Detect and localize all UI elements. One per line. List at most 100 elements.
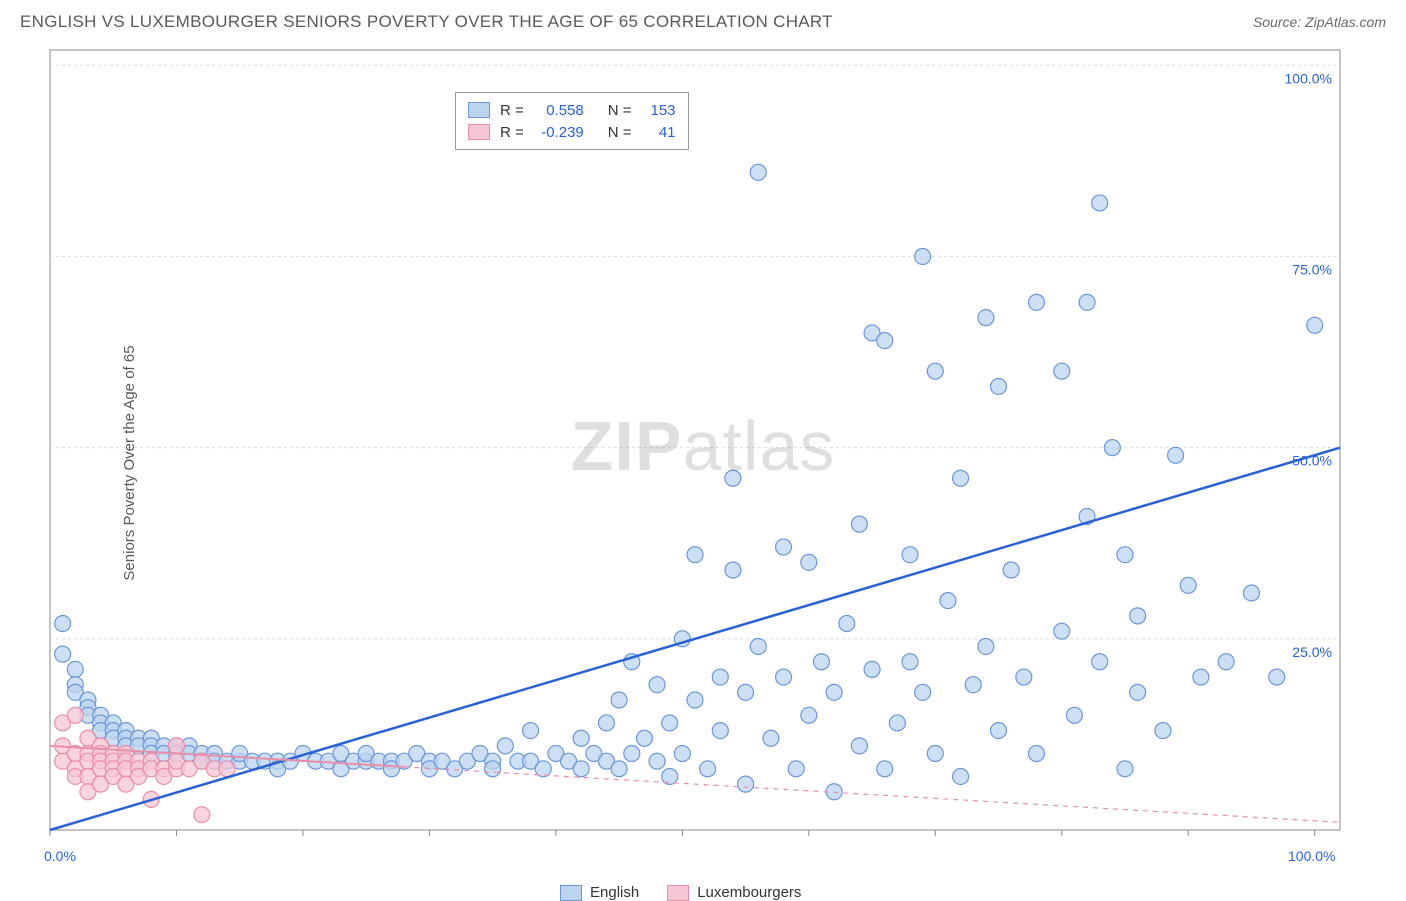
- data-point: [1168, 447, 1184, 463]
- data-point: [1243, 585, 1259, 601]
- data-point: [1130, 608, 1146, 624]
- source-name: ZipAtlas.com: [1305, 14, 1386, 30]
- data-point: [1117, 761, 1133, 777]
- data-point: [523, 723, 539, 739]
- data-point: [738, 684, 754, 700]
- data-point: [738, 776, 754, 792]
- data-point: [1307, 317, 1323, 333]
- y-tick-label: 25.0%: [1292, 644, 1332, 660]
- data-point: [649, 753, 665, 769]
- data-point: [953, 768, 969, 784]
- data-point: [497, 738, 513, 754]
- data-point: [1079, 294, 1095, 310]
- data-point: [889, 715, 905, 731]
- data-point: [219, 761, 235, 777]
- data-point: [991, 378, 1007, 394]
- data-point: [1104, 440, 1120, 456]
- data-point: [1028, 294, 1044, 310]
- data-point: [1003, 562, 1019, 578]
- data-point: [1092, 654, 1108, 670]
- data-point: [965, 677, 981, 693]
- data-point: [750, 638, 766, 654]
- data-point: [1054, 623, 1070, 639]
- data-point: [763, 730, 779, 746]
- data-point: [725, 562, 741, 578]
- data-point: [573, 761, 589, 777]
- data-point: [1092, 195, 1108, 211]
- legend-swatch: [560, 885, 582, 901]
- data-point: [687, 547, 703, 563]
- data-point: [1193, 669, 1209, 685]
- data-point: [801, 707, 817, 723]
- data-point: [636, 730, 652, 746]
- legend-item: Luxembourgers: [667, 884, 801, 901]
- page-title: ENGLISH VS LUXEMBOURGER SENIORS POVERTY …: [20, 12, 833, 32]
- data-point: [674, 746, 690, 762]
- data-point: [1117, 547, 1133, 563]
- data-point: [776, 539, 792, 555]
- data-point: [700, 761, 716, 777]
- n-value: 41: [642, 124, 676, 141]
- data-point: [573, 730, 589, 746]
- data-point: [750, 164, 766, 180]
- data-point: [1016, 669, 1032, 685]
- data-point: [927, 363, 943, 379]
- scatter-chart: 25.0%50.0%75.0%100.0%: [0, 40, 1406, 885]
- data-point: [788, 761, 804, 777]
- data-point: [1066, 707, 1082, 723]
- data-point: [67, 661, 83, 677]
- data-point: [851, 738, 867, 754]
- n-value: 153: [642, 102, 676, 119]
- y-tick-label: 75.0%: [1292, 261, 1332, 277]
- data-point: [915, 248, 931, 264]
- data-point: [839, 616, 855, 632]
- data-point: [953, 470, 969, 486]
- data-point: [776, 669, 792, 685]
- x-axis-origin-label: 0.0%: [44, 848, 76, 864]
- n-label: N =: [608, 102, 632, 119]
- source-prefix: Source:: [1253, 14, 1305, 30]
- x-axis-max-label: 100.0%: [1288, 848, 1335, 864]
- data-point: [1180, 577, 1196, 593]
- data-point: [902, 654, 918, 670]
- data-point: [851, 516, 867, 532]
- data-point: [55, 616, 71, 632]
- data-point: [712, 669, 728, 685]
- data-point: [1269, 669, 1285, 685]
- legend-swatch: [468, 102, 490, 118]
- data-point: [864, 661, 880, 677]
- data-point: [1155, 723, 1171, 739]
- data-point: [801, 554, 817, 570]
- data-point: [1218, 654, 1234, 670]
- legend-item: English: [560, 884, 639, 901]
- legend-label: Luxembourgers: [697, 884, 801, 901]
- r-value: -0.239: [534, 124, 584, 141]
- data-point: [67, 707, 83, 723]
- r-label: R =: [500, 124, 524, 141]
- data-point: [978, 638, 994, 654]
- data-point: [662, 715, 678, 731]
- data-point: [168, 738, 184, 754]
- r-label: R =: [500, 102, 524, 119]
- data-point: [991, 723, 1007, 739]
- data-point: [649, 677, 665, 693]
- data-point: [55, 646, 71, 662]
- data-point: [978, 310, 994, 326]
- stats-legend: R =0.558N =153R =-0.239N =41: [455, 92, 689, 150]
- data-point: [611, 761, 627, 777]
- data-point: [712, 723, 728, 739]
- series-legend: English Luxembourgers: [560, 884, 801, 901]
- data-point: [687, 692, 703, 708]
- y-tick-label: 100.0%: [1285, 70, 1332, 86]
- data-point: [940, 593, 956, 609]
- data-point: [725, 470, 741, 486]
- data-point: [877, 333, 893, 349]
- data-point: [826, 684, 842, 700]
- data-point: [1054, 363, 1070, 379]
- data-point: [902, 547, 918, 563]
- data-point: [485, 761, 501, 777]
- data-point: [1130, 684, 1146, 700]
- r-value: 0.558: [534, 102, 584, 119]
- data-point: [915, 684, 931, 700]
- data-point: [877, 761, 893, 777]
